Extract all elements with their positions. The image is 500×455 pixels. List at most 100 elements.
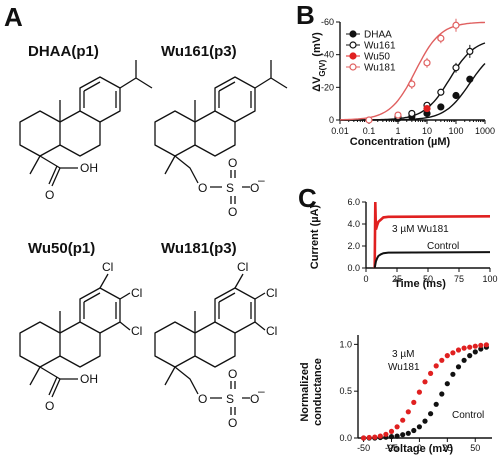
annotation-wu181: 3 µM Wu181: [392, 224, 449, 235]
data-point-black: [444, 381, 450, 387]
data-point: [423, 104, 431, 113]
atom-label: O: [198, 181, 207, 195]
data-point-black: [422, 418, 428, 424]
data-point-black: [433, 401, 439, 407]
atom-label: OH: [80, 161, 98, 175]
chart-b-x-axis-title: Concentration (µM): [350, 136, 451, 148]
data-point-black: [439, 391, 445, 397]
panel-letter-a: A: [4, 2, 23, 32]
data-point: [408, 80, 416, 88]
charge-label: –: [258, 173, 265, 187]
data-point-red: [361, 435, 367, 441]
data-point-red: [366, 434, 372, 441]
data-point-red: [428, 370, 434, 376]
data-point-red: [377, 433, 383, 439]
structure-dhaa: OH O: [19, 60, 153, 202]
x-tick-label: 0.01: [331, 126, 349, 136]
y-tick-label: 0.5: [339, 386, 352, 396]
atom-label: Cl: [131, 324, 142, 338]
data-point: [466, 47, 474, 56]
chart-b: 0.01 0.1 1 10 100 1000 0 -20 -40 -60 DHAAWu161Wu5…: [311, 17, 495, 148]
legend-marker: [349, 30, 357, 38]
annotation-control: Control: [452, 410, 484, 421]
atom-label: Cl: [131, 286, 142, 300]
data-point-red: [455, 347, 462, 353]
atom-label: Cl: [266, 324, 277, 338]
chart-c-bottom-x-axis-title: Voltage (mV): [387, 443, 454, 455]
panel-letter-b: B: [296, 0, 315, 30]
legend-label: Wu50: [364, 52, 390, 63]
data-point-black: [388, 434, 395, 440]
data-point-black: [405, 430, 411, 436]
trace-red: [373, 201, 491, 269]
atom-label: O: [228, 205, 237, 219]
x-tick-label: 100: [448, 126, 463, 136]
x-tick-label: 50: [423, 274, 433, 284]
data-point-black: [394, 433, 400, 439]
data-point-black: [450, 371, 456, 377]
data-point: [408, 109, 416, 118]
x-tick-label: -50: [357, 443, 370, 453]
data-point-red: [461, 345, 467, 351]
legend-marker: [349, 41, 357, 49]
data-point-red: [483, 342, 489, 348]
chart-c-current-trace: 0 25 50 75 100 0.0 2.0 4.0 6.0 3 µM Wu181 Contro…: [309, 197, 498, 290]
x-tick-label: 0: [363, 274, 368, 284]
chart-b-y-axis-title: ΔVG(V) (mV): [311, 32, 327, 92]
chart-b-curves: [339, 21, 486, 121]
data-point-red: [439, 357, 445, 363]
x-tick-label: -25: [385, 443, 398, 453]
chart-c-bottom-points: [361, 342, 489, 441]
atom-label: O: [198, 392, 207, 406]
chart-c-top-ticks: 0 25 50 75 100 0.0 2.0 4.0 6.0: [347, 197, 497, 284]
atom-label: O: [228, 416, 237, 430]
legend-marker: [349, 52, 357, 60]
atom-label: O: [228, 156, 237, 170]
trace-black: [373, 251, 491, 269]
charge-label: –: [258, 384, 265, 398]
structure-wu161: O S O O O –: [154, 60, 288, 219]
data-point: [452, 91, 460, 100]
y-tick-label: -40: [321, 50, 334, 60]
molecule-title-wu161: Wu161(p3): [161, 43, 237, 60]
data-point: [466, 75, 474, 83]
atom-label: Cl: [237, 260, 248, 274]
x-tick-label: 100: [482, 274, 497, 284]
data-point: [394, 111, 402, 119]
annotation-control: Control: [427, 241, 459, 252]
legend-label: DHAA: [364, 30, 392, 41]
data-point-black: [400, 432, 406, 438]
data-point-red: [388, 428, 395, 434]
x-tick-label: 25: [442, 443, 452, 453]
atom-label: O: [250, 392, 259, 406]
x-tick-label: 75: [454, 274, 464, 284]
chart-c-top-lines: [373, 201, 491, 269]
data-point-red: [422, 379, 428, 385]
data-point-black: [416, 424, 422, 430]
chart-b-ticks: 0.01 0.1 1 10 100 1000 0 -20 -40 -60: [321, 17, 495, 136]
data-point-red: [383, 431, 389, 437]
data-point-black: [428, 411, 434, 417]
x-tick-label: 1000: [475, 126, 495, 136]
data-point-red: [467, 344, 473, 350]
chart-c-bottom-ticks: -50 -25 0 25 50 0.0 0.5 1.0: [339, 339, 480, 453]
data-point: [437, 34, 445, 42]
y-tick-label: -60: [321, 17, 334, 27]
y-tick-label: 1.0: [339, 339, 352, 349]
data-point-red: [450, 350, 456, 356]
x-tick-label: 0.1: [363, 126, 376, 136]
data-point-black: [461, 357, 467, 363]
y-tick-label: 0.0: [347, 263, 360, 273]
x-tick-label: 25: [392, 274, 402, 284]
annotation-wu181-line1: 3 µM: [392, 349, 414, 360]
data-point-red: [472, 343, 478, 349]
data-point-red: [394, 424, 400, 430]
chart-c-top-x-axis-title: Time (ms): [394, 278, 446, 290]
atom-label: O: [250, 181, 259, 195]
chart-c-top-y-axis-title: Current (µA): [309, 204, 321, 269]
data-point-red: [478, 342, 484, 348]
x-tick-label: 0: [417, 443, 422, 453]
atom-label: O: [45, 399, 54, 413]
chart-b-points: [365, 18, 474, 124]
